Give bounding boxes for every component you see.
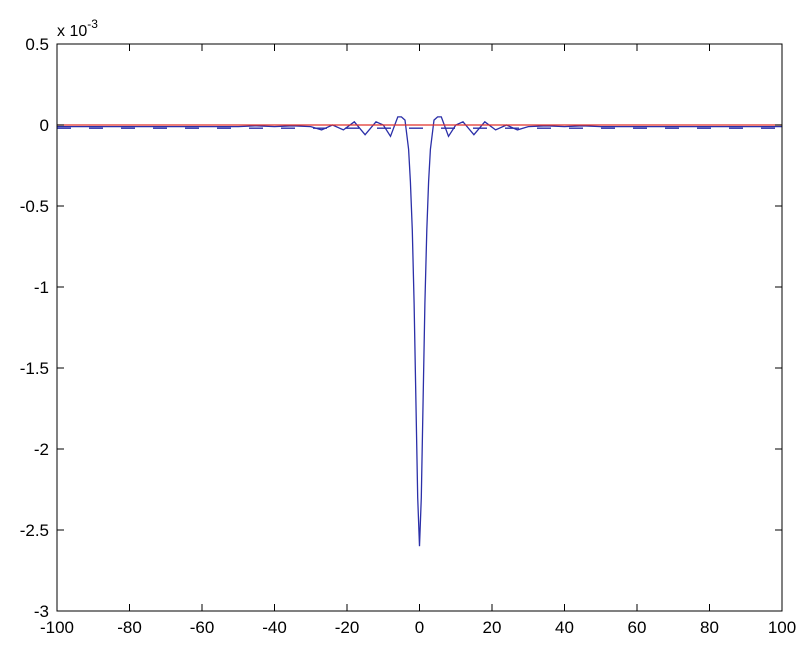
series-line-1 — [57, 116, 782, 547]
x-tick-label: -80 — [117, 618, 142, 637]
x-tick-label: 0 — [415, 618, 424, 637]
y-tick-label: -1 — [34, 278, 49, 297]
y-tick-label: -1.5 — [20, 359, 49, 378]
y-exponent-base: x 10 — [57, 23, 87, 40]
x-tick-label: 60 — [628, 618, 647, 637]
y-exponent-label: x 10-3 — [57, 17, 98, 40]
x-tick-label: 40 — [555, 618, 574, 637]
y-tick-label: -3 — [34, 602, 49, 621]
y-tick-label: 0.5 — [25, 35, 49, 54]
series-layer — [57, 116, 782, 547]
y-tick-label: 0 — [40, 116, 49, 135]
x-tick-label: -100 — [40, 618, 74, 637]
x-tick-label: -40 — [262, 618, 287, 637]
x-tick-label: -60 — [190, 618, 215, 637]
plot-area — [57, 44, 782, 611]
y-tick-label: -2 — [34, 440, 49, 459]
x-tick-label: 100 — [768, 618, 796, 637]
axes-layer: -100 -80 -60 -40 -20 0 20 40 60 80 100 -3 -2.5 -2 -1.5… — [20, 35, 796, 637]
x-tick-label: -20 — [335, 618, 360, 637]
y-tick-label: -2.5 — [20, 521, 49, 540]
x-tick-label: 80 — [700, 618, 719, 637]
y-tick-label: -0.5 — [20, 197, 49, 216]
y-exponent-power: -3 — [87, 17, 98, 31]
x-tick-label: 20 — [483, 618, 502, 637]
